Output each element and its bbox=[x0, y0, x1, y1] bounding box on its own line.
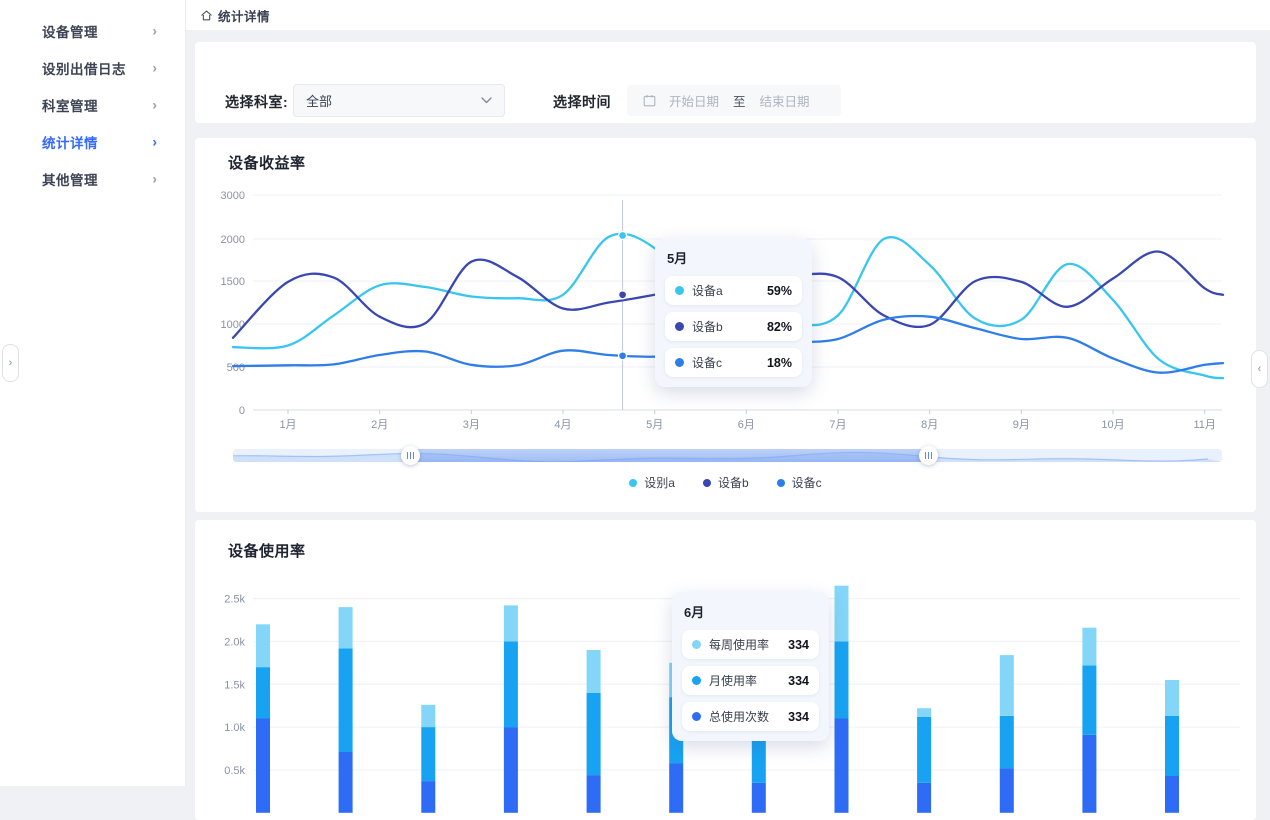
brush-handle-right[interactable] bbox=[919, 446, 938, 465]
chevron-right-icon: › bbox=[152, 132, 157, 149]
chevron-right-icon: › bbox=[152, 21, 157, 38]
svg-text:4月: 4月 bbox=[554, 419, 571, 431]
tooltip-row: 设备a 59% bbox=[665, 276, 802, 305]
sidebar: 设备管理 › 设别出借日志 › 科室管理 › 统计详情 › 其他管理 › bbox=[0, 0, 186, 786]
series-a-dot-icon bbox=[675, 286, 684, 295]
sidebar-item-label: 设别出借日志 bbox=[42, 61, 126, 77]
revenue-tooltip: 5月 设备a 59% 设备b 82% 设备c 18% bbox=[655, 238, 812, 387]
breadcrumb-bar: 统计详情 bbox=[186, 0, 1270, 30]
chevron-left-icon: ‹ bbox=[1257, 363, 1262, 375]
sidebar-expand-toggle[interactable]: › bbox=[2, 344, 19, 382]
svg-text:8月: 8月 bbox=[921, 419, 938, 431]
legend-item-b[interactable]: 设备b bbox=[702, 474, 749, 491]
svg-text:0.5k: 0.5k bbox=[224, 765, 245, 777]
calendar-icon bbox=[643, 95, 656, 107]
weekly-usage-dot-icon bbox=[692, 640, 701, 649]
sidebar-item-label: 科室管理 bbox=[42, 98, 98, 114]
svg-text:10月: 10月 bbox=[1101, 419, 1124, 431]
department-select-value: 全部 bbox=[306, 94, 333, 109]
sidebar-item-statistics-detail[interactable]: 统计详情 › bbox=[0, 123, 185, 160]
svg-text:1.0k: 1.0k bbox=[224, 722, 245, 734]
tooltip-row: 月使用率 334 bbox=[682, 666, 819, 695]
tooltip-title: 5月 bbox=[667, 251, 688, 266]
chevron-right-icon: › bbox=[8, 357, 13, 369]
department-filter-label: 选择科室: bbox=[225, 94, 289, 110]
usage-tooltip: 6月 每周使用率 334 月使用率 334 总使用次数 334 bbox=[672, 592, 829, 741]
home-icon bbox=[201, 9, 212, 20]
svg-text:500: 500 bbox=[227, 362, 245, 374]
chevron-right-icon: › bbox=[152, 95, 157, 112]
svg-text:11月: 11月 bbox=[1193, 419, 1215, 431]
legend-item-a[interactable]: 设别a bbox=[629, 474, 675, 491]
sidebar-item-device-management[interactable]: 设备管理 › bbox=[0, 12, 185, 49]
svg-text:0: 0 bbox=[239, 405, 245, 417]
tooltip-row: 设备b 82% bbox=[665, 312, 802, 341]
date-range-picker[interactable]: 开始日期 至 结束日期 bbox=[627, 85, 841, 116]
sidebar-item-label: 其他管理 bbox=[42, 172, 98, 188]
tooltip-row: 每周使用率 334 bbox=[682, 630, 819, 659]
svg-text:2.5k: 2.5k bbox=[224, 594, 245, 606]
filter-card: 选择科室: 全部 选择时间 开始日期 至 结束日期 bbox=[195, 42, 1256, 123]
svg-text:1500: 1500 bbox=[221, 276, 245, 288]
department-select[interactable]: 全部 bbox=[293, 84, 505, 117]
chevron-right-icon: › bbox=[152, 169, 157, 186]
legend-dot-icon bbox=[629, 478, 638, 487]
legend-dot-icon bbox=[776, 478, 785, 487]
chevron-right-icon: › bbox=[152, 58, 157, 75]
brush-selected-range[interactable] bbox=[410, 449, 928, 462]
revenue-legend: 设别a 设备b 设备c bbox=[195, 474, 1256, 491]
brush-slider[interactable] bbox=[233, 446, 1222, 465]
svg-text:1月: 1月 bbox=[279, 419, 296, 431]
date-range-to-label: 至 bbox=[733, 95, 746, 109]
revenue-chart-card: 设备收益率 0 500 1000 1500 2000 3000 1月 2月 3月 4月 5月 6月 7月… bbox=[195, 138, 1256, 512]
tooltip-row: 总使用次数 334 bbox=[682, 702, 819, 731]
end-date-placeholder: 结束日期 bbox=[759, 95, 810, 109]
svg-text:1000: 1000 bbox=[221, 319, 245, 331]
sidebar-item-label: 设备管理 bbox=[42, 24, 98, 40]
chevron-down-icon bbox=[481, 97, 492, 104]
svg-text:5月: 5月 bbox=[646, 419, 663, 431]
tooltip-row: 设备c 18% bbox=[665, 348, 802, 377]
sidebar-item-label: 统计详情 bbox=[42, 135, 98, 151]
svg-text:2月: 2月 bbox=[371, 419, 388, 431]
svg-text:3000: 3000 bbox=[221, 190, 245, 202]
svg-text:2000: 2000 bbox=[221, 234, 245, 246]
breadcrumb-label: 统计详情 bbox=[218, 9, 271, 24]
sidebar-item-other-management[interactable]: 其他管理 › bbox=[0, 160, 185, 197]
svg-text:1.5k: 1.5k bbox=[224, 679, 245, 691]
svg-text:6月: 6月 bbox=[738, 419, 755, 431]
series-b-dot-icon bbox=[675, 322, 684, 331]
brush-handle-left[interactable] bbox=[401, 446, 420, 465]
breadcrumb[interactable]: 统计详情 bbox=[200, 6, 270, 25]
monthly-usage-dot-icon bbox=[692, 676, 701, 685]
sidebar-item-device-lending-log[interactable]: 设别出借日志 › bbox=[0, 49, 185, 86]
time-filter-label: 选择时间 bbox=[553, 94, 611, 110]
series-c-dot-icon bbox=[675, 358, 684, 367]
legend-dot-icon bbox=[702, 478, 711, 487]
legend-item-c[interactable]: 设备c bbox=[776, 474, 822, 491]
svg-text:7月: 7月 bbox=[829, 419, 846, 431]
sidebar-item-department-management[interactable]: 科室管理 › bbox=[0, 86, 185, 123]
svg-text:9月: 9月 bbox=[1013, 419, 1030, 431]
panel-collapse-toggle[interactable]: ‹ bbox=[1251, 350, 1268, 388]
usage-chart-card: 设备使用率 0.5k 1.0k 1.5k 2.0k 2.5k 6月 每周使用率 334 … bbox=[195, 520, 1256, 820]
svg-text:3月: 3月 bbox=[463, 419, 480, 431]
usage-chart-title: 设备使用率 bbox=[228, 543, 306, 560]
start-date-placeholder: 开始日期 bbox=[669, 95, 720, 109]
svg-text:2.0k: 2.0k bbox=[224, 636, 245, 648]
revenue-chart-title: 设备收益率 bbox=[228, 155, 306, 172]
total-usage-dot-icon bbox=[692, 712, 701, 721]
tooltip-title: 6月 bbox=[684, 605, 705, 620]
